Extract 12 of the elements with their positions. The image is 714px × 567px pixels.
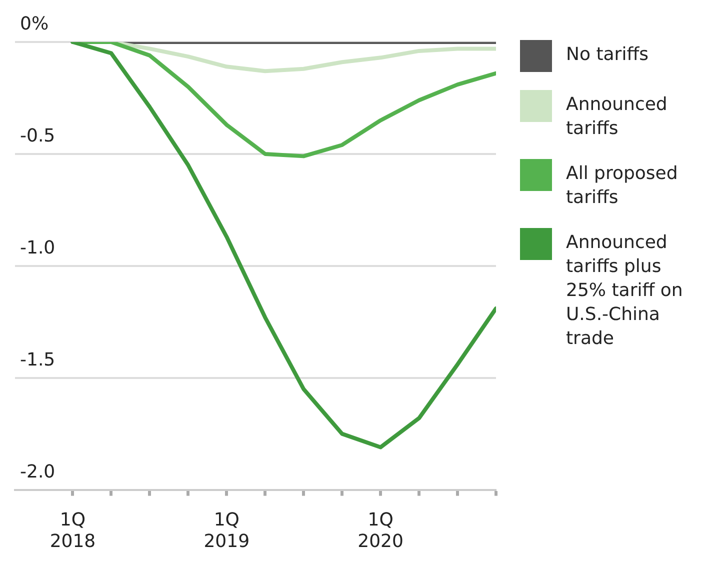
legend-label: All proposed tariffs [566, 162, 679, 210]
y-tick-label: -0.5 [20, 126, 56, 147]
y-tick-label: -1.0 [20, 238, 56, 259]
x-tick-label: 1Q 2020 [358, 509, 404, 552]
legend-label: Announced tariffs [566, 93, 668, 141]
legend-label: Announced tariffs plus 25% tariff on U.S.-China trade [566, 231, 684, 351]
y-tick-label: -2.0 [20, 461, 56, 482]
x-tick-label: 1Q 2018 [50, 509, 96, 552]
legend-label: No tariffs [566, 43, 648, 67]
y-tick-label: -1.5 [20, 350, 56, 371]
x-tick-label: 1Q 2019 [204, 509, 250, 552]
y-tick-label: 0% [20, 14, 49, 35]
